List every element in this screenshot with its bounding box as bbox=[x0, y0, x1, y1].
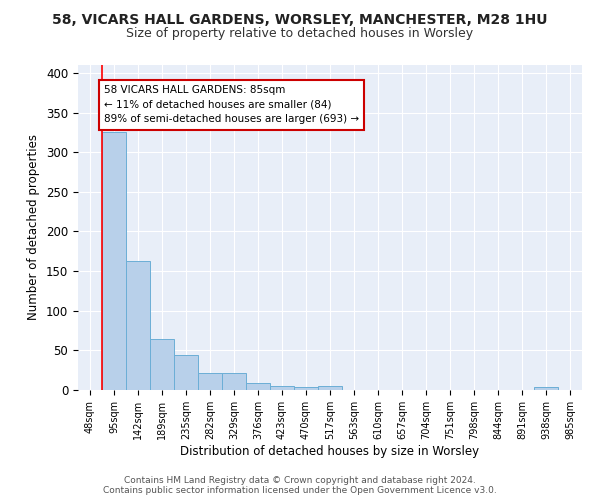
Bar bbox=[246, 383, 270, 390]
Text: 58, VICARS HALL GARDENS, WORSLEY, MANCHESTER, M28 1HU: 58, VICARS HALL GARDENS, WORSLEY, MANCHE… bbox=[52, 12, 548, 26]
Bar bbox=[102, 132, 126, 390]
Y-axis label: Number of detached properties: Number of detached properties bbox=[28, 134, 40, 320]
Text: Contains HM Land Registry data © Crown copyright and database right 2024.
Contai: Contains HM Land Registry data © Crown c… bbox=[103, 476, 497, 495]
Bar bbox=[270, 386, 294, 390]
Bar bbox=[126, 261, 150, 390]
Bar bbox=[294, 387, 318, 390]
Bar bbox=[534, 387, 558, 390]
Bar bbox=[150, 340, 174, 390]
Bar bbox=[198, 374, 222, 390]
Text: Size of property relative to detached houses in Worsley: Size of property relative to detached ho… bbox=[127, 28, 473, 40]
Bar bbox=[222, 374, 246, 390]
Bar bbox=[174, 355, 198, 390]
Bar bbox=[318, 386, 342, 390]
Text: 58 VICARS HALL GARDENS: 85sqm
← 11% of detached houses are smaller (84)
89% of s: 58 VICARS HALL GARDENS: 85sqm ← 11% of d… bbox=[104, 85, 359, 124]
X-axis label: Distribution of detached houses by size in Worsley: Distribution of detached houses by size … bbox=[181, 444, 479, 458]
